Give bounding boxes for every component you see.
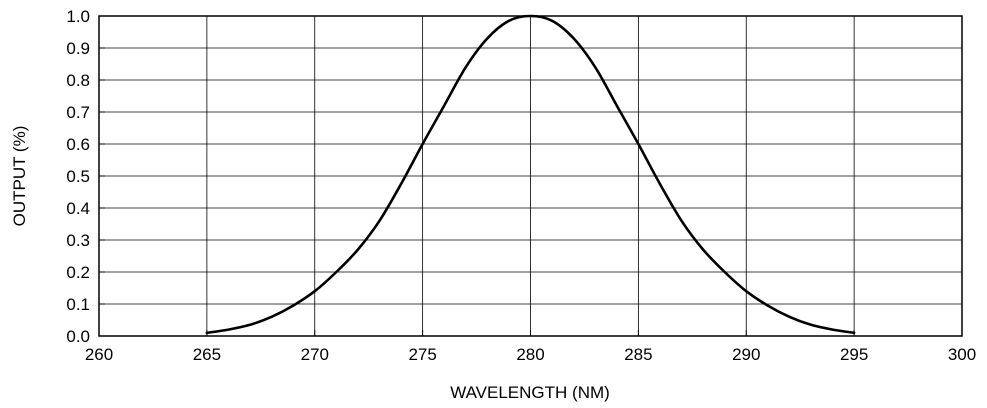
y-tick-label: 1.0 [66,7,90,26]
y-tick-label: 0.9 [66,39,90,58]
y-tick-label: 0.3 [66,231,90,250]
x-axis-title: WAVELENGTH (NM) [450,383,610,402]
x-tick-label: 270 [301,345,329,364]
x-tick-label: 265 [193,345,221,364]
y-tick-label: 0.1 [66,295,90,314]
x-tick-label: 300 [948,345,976,364]
y-tick-label: 0.5 [66,167,90,186]
data-series [205,14,856,335]
x-tick-label: 290 [732,345,760,364]
y-axis-ticks: 0.0 0.1 0.2 0.3 0.4 0.5 0.6 0.7 0.8 0.9 1.0 [66,7,105,346]
y-tick-label: 0.2 [66,263,90,282]
y-axis-title: OUTPUT (%) [10,126,29,227]
x-tick-label: 285 [624,345,652,364]
y-tick-label: 0.8 [66,71,90,90]
output-curve [205,14,856,335]
x-tick-label: 295 [840,345,868,364]
y-tick-label: 0.4 [66,199,90,218]
x-tick-label: 275 [408,345,436,364]
y-tick-label: 0.6 [66,135,90,154]
y-tick-label: 0.7 [66,103,90,122]
x-axis-ticks: 260 265 270 275 280 285 290 295 300 [85,330,976,364]
x-tick-label: 260 [85,345,113,364]
x-tick-label: 280 [516,345,544,364]
y-tick-label: 0.0 [66,327,90,346]
